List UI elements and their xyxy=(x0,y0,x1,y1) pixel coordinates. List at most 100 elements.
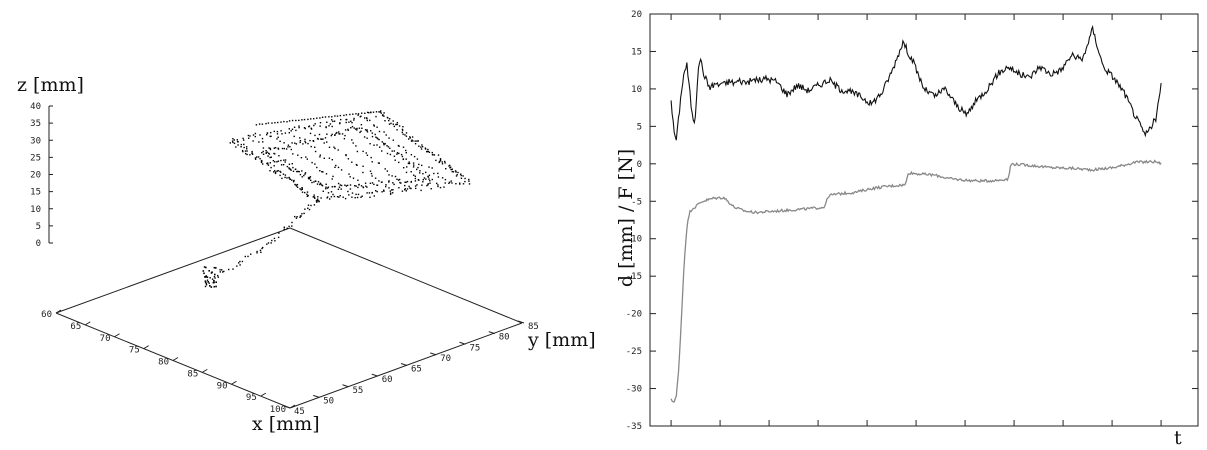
trajectory-point xyxy=(456,174,458,176)
trajectory-point xyxy=(204,281,207,284)
trajectory-point xyxy=(276,161,278,163)
trajectory-point xyxy=(333,195,336,198)
y-tick-mark xyxy=(430,352,437,356)
x-tick-mark xyxy=(172,357,179,361)
trajectory-point xyxy=(205,282,208,285)
trajectory-point xyxy=(318,133,321,136)
trajectory-point xyxy=(233,142,236,144)
trajectory-point xyxy=(389,147,391,149)
trajectory-point xyxy=(211,278,214,280)
trajectory-point xyxy=(459,183,461,185)
trajectory-point xyxy=(269,156,271,159)
trajectory-point xyxy=(215,285,217,288)
trajectory-point xyxy=(239,264,241,266)
trajectory-point xyxy=(296,216,298,218)
trajectory-point xyxy=(376,190,378,193)
trajectory-point xyxy=(288,168,291,170)
trajectory-point xyxy=(391,150,393,152)
trajectory-point xyxy=(370,172,373,175)
trajectory-point xyxy=(433,154,436,156)
trajectory-point xyxy=(204,276,207,278)
trajectory-point xyxy=(280,121,282,123)
trajectory-point xyxy=(299,173,302,176)
trajectory-point xyxy=(432,153,434,156)
trajectory-point xyxy=(213,279,215,282)
trajectory-point xyxy=(308,177,310,179)
trajectory-point xyxy=(422,179,424,181)
trajectory-point xyxy=(328,125,330,127)
trajectory-point xyxy=(256,252,258,254)
trajectory-point xyxy=(299,188,301,190)
trajectory-point xyxy=(270,131,272,134)
trajectory-point xyxy=(437,184,439,186)
trajectory-point xyxy=(366,154,369,156)
trajectory-point xyxy=(390,122,392,125)
trajectory-point xyxy=(203,272,205,275)
trajectory-point xyxy=(340,118,342,121)
trajectory-point xyxy=(361,127,363,129)
trajectory-point xyxy=(239,260,241,263)
trajectory-point xyxy=(391,175,393,177)
trajectory-point xyxy=(425,178,427,180)
trajectory-point xyxy=(412,140,414,142)
trajectory-point xyxy=(348,121,350,123)
trajectory-point xyxy=(270,135,272,137)
trajectory-point xyxy=(388,187,390,189)
trajectory-point xyxy=(294,183,296,186)
trajectory-point xyxy=(215,281,217,283)
trajectory-point xyxy=(356,127,358,130)
trajectory-point xyxy=(338,196,340,198)
y-tick-label: 80 xyxy=(499,333,510,343)
trajectory-point xyxy=(358,127,361,129)
trajectory-point xyxy=(291,119,294,122)
trajectory-point xyxy=(373,125,375,127)
trajectory-point xyxy=(328,146,331,148)
trajectory-point xyxy=(421,146,424,148)
trajectory-point xyxy=(368,112,370,114)
trajectory-point xyxy=(294,168,297,171)
trajectory-point xyxy=(427,176,430,178)
trajectory-point xyxy=(357,114,359,116)
trajectory-point xyxy=(419,172,421,174)
trajectory-point xyxy=(304,140,306,143)
trajectory-point xyxy=(323,142,325,144)
trajectory-point xyxy=(462,183,465,185)
trajectory-point xyxy=(240,143,242,146)
y-tick-mark xyxy=(488,331,495,335)
trajectory-point xyxy=(392,139,394,141)
trajectory-point xyxy=(327,186,330,188)
trajectory-point xyxy=(236,139,238,141)
trajectory-point xyxy=(379,111,381,113)
trajectory-point xyxy=(321,184,323,186)
trajectory-point xyxy=(381,181,383,183)
trajectory-point xyxy=(298,126,300,129)
trajectory-point xyxy=(356,150,359,153)
trajectory-point xyxy=(254,157,257,159)
trajectory-point xyxy=(319,170,321,172)
z-tick-label: 20 xyxy=(30,171,41,181)
y-tick-mark xyxy=(283,405,291,409)
trajectory-point xyxy=(289,168,292,170)
trajectory-point xyxy=(393,125,395,128)
trajectory-point xyxy=(270,166,272,169)
trajectory-point xyxy=(260,160,263,162)
trajectory-point xyxy=(420,148,423,150)
trajectory-point xyxy=(269,162,271,164)
trajectory-point xyxy=(259,249,262,252)
trajectory-point xyxy=(340,188,342,190)
trajectory-point xyxy=(271,122,273,124)
trajectory-point xyxy=(300,157,303,159)
trajectory-point xyxy=(304,208,306,210)
trajectory-point xyxy=(455,175,458,177)
trajectory-point xyxy=(381,141,383,143)
trajectory-point xyxy=(416,184,418,186)
trajectory-point xyxy=(313,196,316,198)
trajectory-point xyxy=(304,173,306,175)
trajectory-point xyxy=(388,180,390,182)
trajectory-point xyxy=(353,127,355,129)
x-tick-label: 75 xyxy=(129,346,140,356)
trajectory-point xyxy=(398,152,400,155)
trajectory-point xyxy=(363,136,366,138)
trajectory-point xyxy=(388,174,390,176)
trajectory-point xyxy=(286,121,288,123)
